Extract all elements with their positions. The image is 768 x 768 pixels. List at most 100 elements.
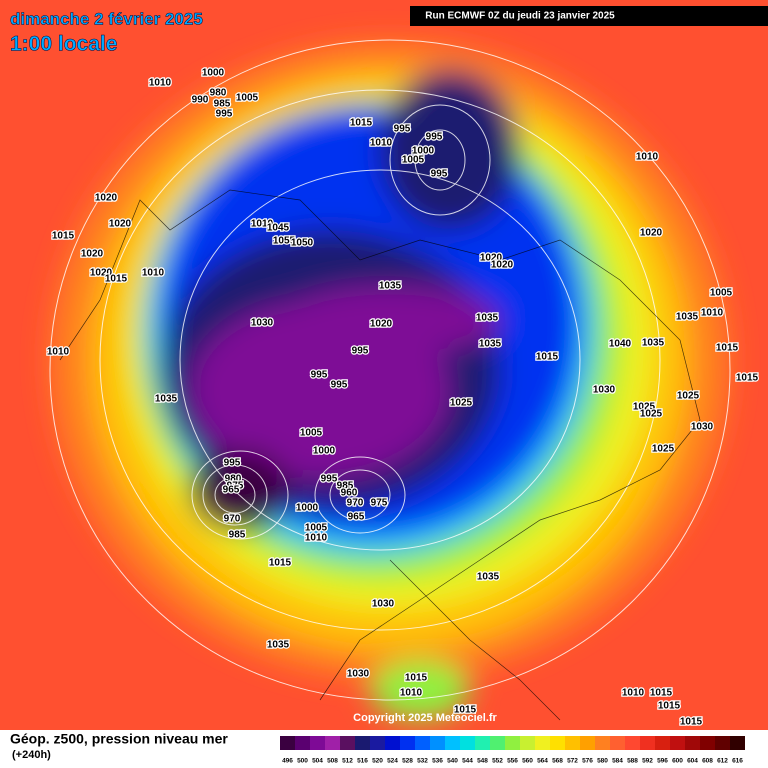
isobar-label: 1015 <box>350 118 373 129</box>
isobar-label: 1025 <box>640 409 663 420</box>
product: Géop. z500, pression niveau mer <box>10 731 228 747</box>
isobar-label: 1020 <box>480 253 503 264</box>
isobar-label: 1010 <box>370 138 393 149</box>
isobar-label: 995 <box>311 370 328 381</box>
isobar-label: 1035 <box>476 313 499 324</box>
isobar-label: 985 <box>214 99 231 110</box>
legend-label: 556 <box>507 758 518 765</box>
legend-label: 592 <box>642 758 653 765</box>
legend-label: 528 <box>402 758 413 765</box>
isobar-label: 1020 <box>640 228 663 239</box>
legend-swatch <box>640 736 655 750</box>
legend-swatch <box>415 736 430 750</box>
copyright: Copyright 2025 Meteociel.fr <box>353 712 497 724</box>
legend-label: 616 <box>732 758 743 765</box>
isobar-label: 975 <box>227 481 244 492</box>
legend-swatch <box>445 736 460 750</box>
isobar-label: 995 <box>224 458 241 469</box>
run-info: Run ECMWF 0Z du jeudi 23 janvier 2025 <box>425 11 615 22</box>
isobar-label: 1005 <box>236 93 259 104</box>
isobar-label: 1015 <box>736 373 759 384</box>
lead-time: (+240h) <box>12 749 51 761</box>
isobar-label: 1010 <box>701 308 724 319</box>
isobar-label: 1020 <box>491 260 514 271</box>
legend-label: 608 <box>702 758 713 765</box>
legend-label: 572 <box>567 758 578 765</box>
legend-swatch <box>655 736 670 750</box>
legend-swatch <box>565 736 580 750</box>
legend-label: 520 <box>372 758 383 765</box>
legend-label: 584 <box>612 758 623 765</box>
isobar-label: 1020 <box>95 193 118 204</box>
isobar-label: 1035 <box>267 640 290 651</box>
isobar-label: 1015 <box>650 688 673 699</box>
isobar-label: 1015 <box>716 343 739 354</box>
isobar-label: 1035 <box>379 281 402 292</box>
isobar-label: 1035 <box>155 394 178 405</box>
isobar-label: 1045 <box>267 223 290 234</box>
isobar-label: 1040 <box>609 339 632 350</box>
run-box <box>410 6 768 26</box>
isobar-label: 1020 <box>370 319 393 330</box>
legend-label: 568 <box>552 758 563 765</box>
legend-swatch <box>430 736 445 750</box>
legend-label: 536 <box>432 758 443 765</box>
legend-label: 612 <box>717 758 728 765</box>
legend-label: 548 <box>477 758 488 765</box>
isobar-label: 995 <box>431 169 448 180</box>
isobar-label: 970 <box>224 514 241 525</box>
isobar-label: 1005 <box>300 428 323 439</box>
legend-swatch <box>400 736 415 750</box>
legend-swatch <box>610 736 625 750</box>
legend-swatch <box>505 736 520 750</box>
legend-swatch <box>670 736 685 750</box>
legend-label: 560 <box>522 758 533 765</box>
isobar-label: 980 <box>210 88 227 99</box>
legend-label: 604 <box>687 758 698 765</box>
isobar-label: 1005 <box>710 288 733 299</box>
isobar-label: 1010 <box>622 688 645 699</box>
isobar-label: 985 <box>337 481 354 492</box>
isobar-label: 1015 <box>658 701 681 712</box>
legend-label: 588 <box>627 758 638 765</box>
isobar-label: 1015 <box>105 274 128 285</box>
legend-label: 504 <box>312 758 323 765</box>
isobar-label: 1015 <box>536 352 559 363</box>
legend: 496 500 504 508 512 516 520 524 528 532 536 540 544 5… <box>280 736 745 765</box>
isobar-label: 995 <box>331 380 348 391</box>
title: dimanche 2 février 2025 <box>10 9 203 28</box>
isobar-label: 1010 <box>47 347 70 358</box>
legend-label: 576 <box>582 758 593 765</box>
legend-label: 500 <box>297 758 308 765</box>
isobar-label: 1025 <box>652 444 675 455</box>
isobar-label: 1010 <box>400 688 423 699</box>
isobar-label: 995 <box>352 346 369 357</box>
legend-swatch <box>730 736 745 750</box>
isobar-label: 980 <box>225 474 242 485</box>
legend-swatch <box>460 736 475 750</box>
legend-swatch <box>625 736 640 750</box>
isobar-label: 1000 <box>296 503 319 514</box>
isobar-label: 960 <box>341 488 358 499</box>
legend-swatch <box>490 736 505 750</box>
isobar-label: 995 <box>321 474 338 485</box>
legend-label: 596 <box>657 758 668 765</box>
legend-label: 508 <box>327 758 338 765</box>
isobar-label: 1030 <box>251 318 274 329</box>
local-time: 1:00 locale <box>10 33 117 56</box>
isobar-label: 1025 <box>633 402 656 413</box>
legend-swatch <box>325 736 340 750</box>
legend-swatch <box>370 736 385 750</box>
isobar-label: 1010 <box>149 78 172 89</box>
legend-swatch <box>595 736 610 750</box>
isobar-label: 1020 <box>81 249 104 260</box>
isobar-label: 1010 <box>251 219 274 230</box>
legend-swatch <box>340 736 355 750</box>
isobar-label: 1020 <box>109 219 132 230</box>
isobar-label: 1035 <box>642 338 665 349</box>
legend-label: 512 <box>342 758 353 765</box>
legend-swatch <box>475 736 490 750</box>
field <box>0 0 768 730</box>
isobar-label: 995 <box>216 109 233 120</box>
